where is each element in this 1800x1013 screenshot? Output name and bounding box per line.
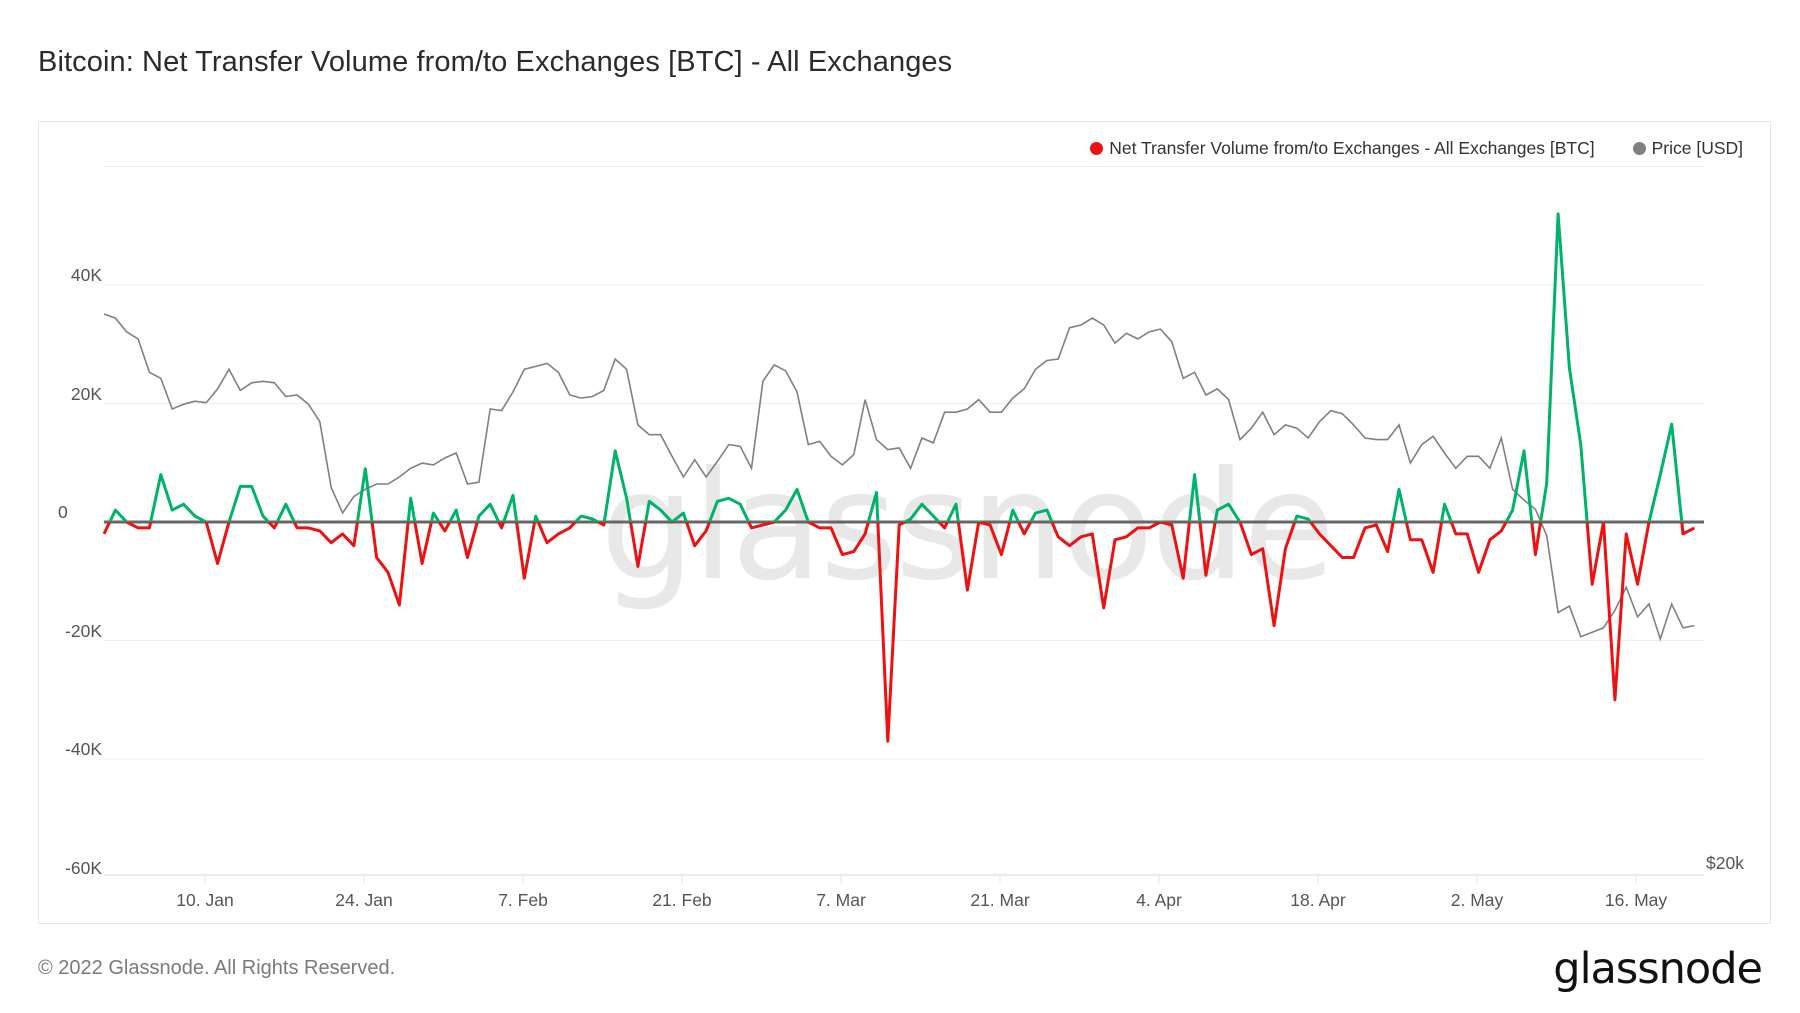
legend-item-net-transfer[interactable]: Net Transfer Volume from/to Exchanges - … <box>1090 138 1595 159</box>
x-tick-21-feb: 21. Feb <box>652 890 712 910</box>
chart-legend: Net Transfer Volume from/to Exchanges - … <box>1090 138 1743 159</box>
legend-item-price[interactable]: Price [USD] <box>1632 138 1743 159</box>
gray-dot-icon <box>1632 142 1646 155</box>
y-tick-0: 0 <box>58 502 68 522</box>
net-flow-positive-line <box>108 212 1684 522</box>
x-tick-18-apr: 18. Apr <box>1290 890 1346 910</box>
y-tick-40k: 40K <box>70 265 102 285</box>
y-tick-20k: 20K <box>70 384 102 404</box>
red-dot-icon <box>1090 142 1104 155</box>
right-axis-tick-20k: $20k <box>1706 853 1744 873</box>
glassnode-logo: glassnode <box>1553 944 1763 994</box>
chart-title: Bitcoin: Net Transfer Volume from/to Exc… <box>38 46 953 78</box>
copyright-text: © 2022 Glassnode. All Rights Reserved. <box>38 957 396 979</box>
y-tick-neg20k: -20K <box>65 621 102 641</box>
y-tick-neg40k: -40K <box>65 739 102 759</box>
legend-label-net-transfer: Net Transfer Volume from/to Exchanges - … <box>1109 138 1595 158</box>
x-tick-24-jan: 24. Jan <box>335 890 393 910</box>
x-tick-16-may: 16. May <box>1604 890 1668 910</box>
net-flow-negative-line <box>102 522 1696 743</box>
x-tick-4-apr: 4. Apr <box>1136 890 1182 910</box>
x-tick-7-mar: 7. Mar <box>816 890 866 910</box>
x-tick-7-feb: 7. Feb <box>498 890 548 910</box>
legend-label-price: Price [USD] <box>1651 138 1743 158</box>
y-tick-neg60k: -60K <box>65 858 102 878</box>
price-line <box>103 313 1695 642</box>
x-tick-21-mar: 21. Mar <box>970 890 1030 910</box>
x-tick-10-jan: 10. Jan <box>176 890 234 910</box>
x-tick-2-may: 2. May <box>1450 890 1504 910</box>
